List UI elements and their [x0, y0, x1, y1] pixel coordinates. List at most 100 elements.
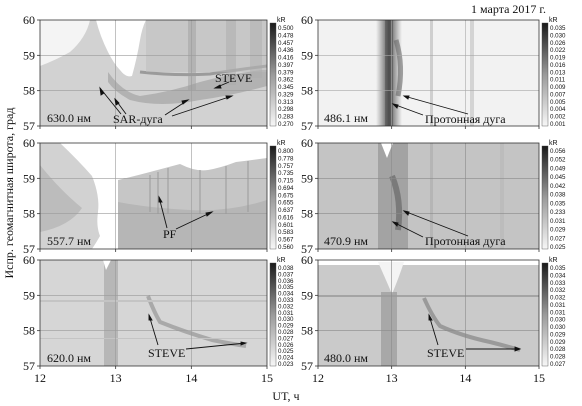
colorbar-tick-label: 0.029 — [278, 323, 294, 330]
colorbar-tick-label: 0.032 — [550, 295, 566, 302]
colorbar-tick-label: 0.637 — [278, 207, 294, 214]
y-tick-label: 58 — [23, 324, 35, 338]
colorbar-tick-label: 0.031 — [278, 310, 294, 317]
colorbar-tick-label: 0.023 — [278, 361, 294, 368]
panel-630nm-steve-label: STEVE — [215, 71, 252, 85]
colorbar-tick-label: 0.056 — [550, 148, 566, 155]
colorbar-tick-label: 0.757 — [278, 163, 294, 170]
colorbar-tick-label: 0.030 — [550, 317, 566, 324]
colorbar-tick-label: 0.436 — [278, 47, 294, 54]
panel-620nm-arrows — [148, 313, 248, 350]
x-tick-label: 14 — [459, 371, 471, 385]
colorbar-tick-label: 0.031 — [550, 309, 566, 316]
colorbar-tick-label: 0.028 — [550, 354, 566, 361]
colorbar-tick-label: 0.583 — [278, 229, 294, 236]
y-tick-label: 58 — [301, 324, 313, 338]
panel-5577nm-arrows — [158, 195, 214, 230]
y-tick-label: 59 — [301, 171, 313, 185]
colorbar-tick-label: 0.049 — [550, 165, 566, 172]
x-tick-label: 15 — [533, 371, 545, 385]
date-label: 1 марта 2017 г. — [471, 2, 546, 16]
y-tick-label: 58 — [301, 207, 313, 221]
colorbar-tick-label: 0.283 — [278, 114, 294, 121]
panel-630nm-arrows — [99, 81, 234, 117]
colorbar — [269, 145, 277, 250]
panel-4861nm-frame — [317, 19, 540, 127]
colorbar-tick-label: 0.032 — [278, 303, 294, 310]
panel-4709nm-arrows — [391, 210, 469, 238]
colorbar-tick-label: 0.028 — [278, 329, 294, 336]
colorbar-unit: kR — [549, 17, 558, 24]
panel-480nm-wavelength: 480.0 нм — [324, 351, 368, 365]
colorbar-tick-label: 0.007 — [550, 91, 566, 98]
colorbar-tick-label: 0.038 — [550, 192, 566, 199]
y-tick-label: 57 — [23, 242, 35, 256]
colorbar-tick-label: 0.011 — [550, 77, 566, 84]
colorbar-tick-label: 0.004 — [550, 106, 566, 113]
panel-4861nm-grid — [318, 20, 539, 126]
colorbar-tick-label: 0.397 — [278, 62, 294, 69]
colorbar-tick-label: 0.052 — [550, 157, 566, 164]
x-tick-label: 12 — [34, 371, 46, 385]
panel-630nm-wavelength: 630.0 нм — [47, 111, 91, 125]
colorbar-tick-label: 0.025 — [278, 348, 294, 355]
panel-5577nm-grid — [40, 143, 267, 249]
colorbar-tick-label: 0.022 — [550, 47, 566, 54]
colorbar-tick-label: 0.016 — [550, 62, 566, 69]
y-tick-label: 57 — [301, 359, 313, 373]
colorbar-tick-label: 0.037 — [278, 271, 294, 278]
colorbar-tick-label: 0.457 — [278, 40, 294, 47]
colorbar-tick-label: 0.025 — [550, 244, 566, 251]
panel-630nm-frame — [39, 19, 268, 127]
colorbar-tick-label: 0.567 — [278, 237, 294, 244]
colorbar-tick-label: 0.001 — [550, 121, 566, 128]
panel-5577nm-wavelength: 557.7 нм — [47, 234, 91, 248]
colorbar-tick-label: 0.035 — [550, 265, 566, 272]
colorbar-tick-label: 0.042 — [550, 183, 566, 190]
colorbar-tick-label: 0.033 — [550, 280, 566, 287]
panel-4709nm-grid — [318, 143, 539, 249]
colorbar-tick-label: 0.715 — [278, 178, 294, 185]
colorbar-tick-label: 0.005 — [550, 99, 566, 106]
panel-5577nm-frame — [39, 142, 268, 250]
colorbar — [269, 22, 277, 127]
colorbar-tick-label: 0.027 — [550, 361, 566, 368]
x-axis-label: UT, ч — [272, 389, 299, 403]
colorbar-unit: kR — [277, 140, 286, 147]
colorbar-tick-label: 0.034 — [278, 291, 294, 298]
colorbar-tick-label: 0.478 — [278, 32, 294, 39]
panel-5577nm-pf-label: PF — [163, 227, 177, 241]
colorbar-tick-label: 0.030 — [550, 32, 566, 39]
panel-480nm — [318, 260, 539, 366]
y-tick-label: 59 — [301, 288, 313, 302]
colorbar-tick-label: 0.030 — [278, 316, 294, 323]
x-tick-label: 15 — [261, 371, 273, 385]
colorbar-tick-label: 0.601 — [278, 222, 294, 229]
colorbar-tick-label: 0.045 — [550, 174, 566, 181]
y-tick-label: 60 — [23, 253, 35, 267]
panel-480nm-grid — [318, 260, 539, 366]
colorbar-unit: kR — [549, 140, 558, 147]
panel-4861nm-proton-label: Протонная дуга — [425, 112, 506, 126]
panel-620nm-frame — [39, 259, 268, 367]
colorbar — [541, 22, 549, 127]
panel-4709nm-frame — [317, 142, 540, 250]
y-tick-label: 59 — [23, 171, 35, 185]
colorbar-tick-label: 0.778 — [278, 155, 294, 162]
y-tick-label: 57 — [23, 119, 35, 133]
colorbar — [541, 145, 549, 250]
y-tick-label: 59 — [23, 288, 35, 302]
colorbar-tick-label: 0.029 — [550, 227, 566, 234]
y-tick-label: 58 — [301, 84, 313, 98]
y-tick-label: 58 — [23, 84, 35, 98]
colorbar-tick-label: 0.616 — [278, 214, 294, 221]
y-tick-label: 60 — [23, 13, 35, 27]
colorbar-tick-label: 0.035 — [278, 284, 294, 291]
panel-4709nm — [318, 143, 539, 249]
colorbar-tick-label: 0.002 — [550, 114, 566, 121]
colorbar-tick-label: 0.675 — [278, 192, 294, 199]
panel-620nm — [40, 260, 267, 366]
colorbar-tick-label: 0.379 — [278, 69, 294, 76]
